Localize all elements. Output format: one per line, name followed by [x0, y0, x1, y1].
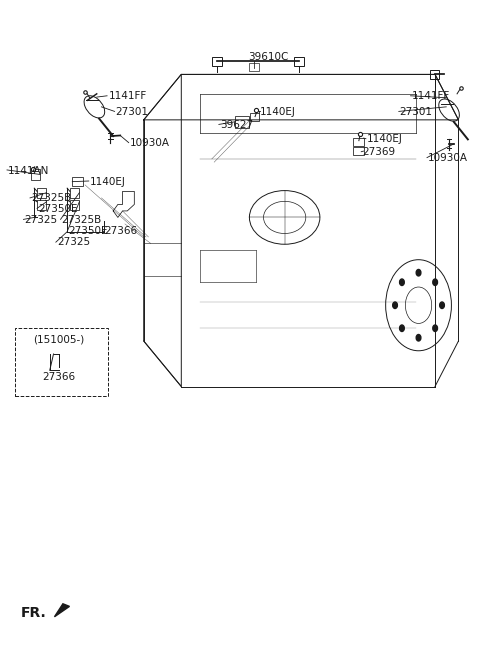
Text: 27366: 27366	[43, 372, 76, 382]
Text: 27350E: 27350E	[38, 204, 77, 214]
Text: (151005-): (151005-)	[34, 335, 85, 344]
Text: 1141FF: 1141FF	[411, 91, 450, 102]
Text: 10930A: 10930A	[428, 153, 468, 163]
Text: 1140EJ: 1140EJ	[90, 176, 126, 187]
Circle shape	[440, 302, 444, 308]
Text: 39610C: 39610C	[248, 52, 288, 62]
Text: 1140EJ: 1140EJ	[367, 134, 403, 144]
Text: 1141FF: 1141FF	[108, 91, 147, 102]
Text: 27301: 27301	[116, 107, 148, 117]
Circle shape	[416, 270, 421, 276]
Circle shape	[433, 279, 437, 285]
Circle shape	[416, 335, 421, 341]
Text: 27325: 27325	[24, 215, 57, 225]
Circle shape	[399, 279, 404, 285]
Circle shape	[399, 325, 404, 331]
Text: 27325B: 27325B	[31, 193, 71, 203]
Text: 27325B: 27325B	[61, 215, 102, 225]
Text: 1140EJ: 1140EJ	[260, 107, 296, 117]
Text: 27301: 27301	[400, 107, 433, 117]
Text: 39627: 39627	[220, 120, 253, 130]
Text: FR.: FR.	[21, 606, 47, 620]
Text: 10930A: 10930A	[130, 138, 169, 148]
Circle shape	[433, 325, 437, 331]
Text: 27325: 27325	[57, 237, 90, 247]
Circle shape	[393, 302, 397, 308]
Text: 27350E: 27350E	[69, 226, 108, 236]
Text: 27366: 27366	[104, 226, 137, 236]
Text: 1141AN: 1141AN	[8, 165, 49, 176]
Polygon shape	[54, 604, 70, 617]
Text: 27369: 27369	[362, 148, 396, 157]
